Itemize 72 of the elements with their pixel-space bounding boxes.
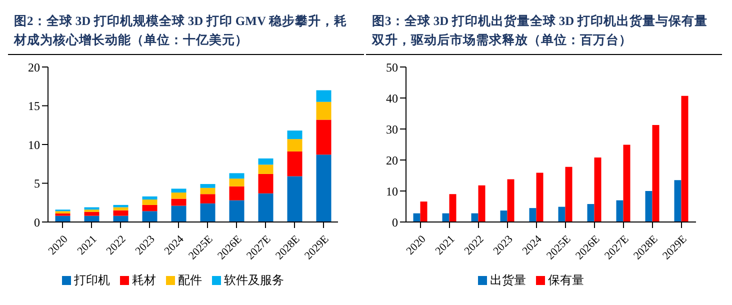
- y-tick-label: 20: [386, 153, 398, 168]
- bar: [449, 194, 456, 222]
- bar: [229, 186, 244, 200]
- y-tick-label: 20: [28, 60, 40, 74]
- chart-title: 图2：全球 3D 打印机规模全球 3D 打印 GMV 稳步攀升，耗材成为核心增长动能（单位：十亿美元）: [8, 8, 364, 55]
- chart-title: 图3：全球 3D 打印机出货量全球 3D 打印机出货量与保有量双升，驱动后市场需求释放（单位：百万台）: [366, 8, 722, 55]
- y-tick-label: 30: [386, 122, 398, 136]
- bar: [529, 208, 536, 222]
- bar: [200, 184, 216, 188]
- bar: [587, 204, 594, 222]
- bar: [258, 174, 274, 194]
- bar: [171, 192, 186, 199]
- y-tick-label: 15: [28, 99, 40, 114]
- bar: [200, 194, 216, 204]
- bar: [316, 120, 332, 155]
- bar: [287, 139, 302, 152]
- bar: [645, 191, 652, 222]
- y-tick-label: 10: [386, 184, 398, 198]
- bar: [200, 188, 216, 194]
- y-tick-label: 10: [28, 138, 40, 152]
- bar: [681, 96, 688, 222]
- bar: [142, 211, 158, 222]
- bar: [229, 200, 244, 222]
- bar: [171, 188, 186, 193]
- bar: [316, 90, 332, 102]
- bar: [287, 151, 302, 176]
- bar: [142, 204, 158, 212]
- legend-label: 配件: [177, 272, 202, 289]
- bar: [558, 206, 566, 222]
- bar: [258, 158, 274, 165]
- bar: [287, 130, 302, 140]
- bar: [55, 213, 70, 216]
- y-tick-label: 0: [34, 215, 40, 230]
- bar: [258, 164, 274, 174]
- bar: [84, 212, 100, 216]
- bar: [420, 202, 428, 222]
- bar: [652, 124, 660, 222]
- bar: [171, 206, 186, 222]
- bar: [471, 213, 478, 222]
- y-tick-label: 40: [386, 91, 398, 106]
- y-tick-label: 5: [34, 176, 40, 191]
- bar: [142, 200, 158, 205]
- y-tick-label: 50: [386, 60, 398, 74]
- bar: [594, 158, 602, 222]
- bar: [507, 179, 514, 222]
- y-tick-label: 0: [392, 215, 398, 230]
- bar: [316, 102, 332, 120]
- bar: [229, 178, 244, 186]
- bar: [478, 185, 486, 222]
- bar: [200, 203, 216, 222]
- legend-label: 保有量: [547, 272, 584, 289]
- bar: [113, 210, 128, 216]
- bar: [258, 193, 274, 222]
- bar: [229, 173, 244, 179]
- legend-label: 耗材: [131, 272, 156, 289]
- bar: [442, 213, 450, 222]
- bar: [413, 213, 420, 222]
- bar: [316, 154, 332, 222]
- bar: [113, 207, 128, 210]
- bar: [674, 180, 682, 222]
- bar: [142, 196, 158, 200]
- legend-label: 软件及服务: [223, 272, 284, 289]
- bar: [171, 198, 186, 206]
- bar: [616, 200, 624, 222]
- bar: [287, 176, 302, 222]
- legend-label: 打印机: [73, 272, 110, 289]
- bar: [565, 166, 572, 222]
- legend-label: 出货量: [489, 272, 526, 289]
- bar: [113, 204, 128, 208]
- bar: [536, 172, 544, 222]
- bar: [500, 210, 508, 222]
- bar: [623, 144, 630, 222]
